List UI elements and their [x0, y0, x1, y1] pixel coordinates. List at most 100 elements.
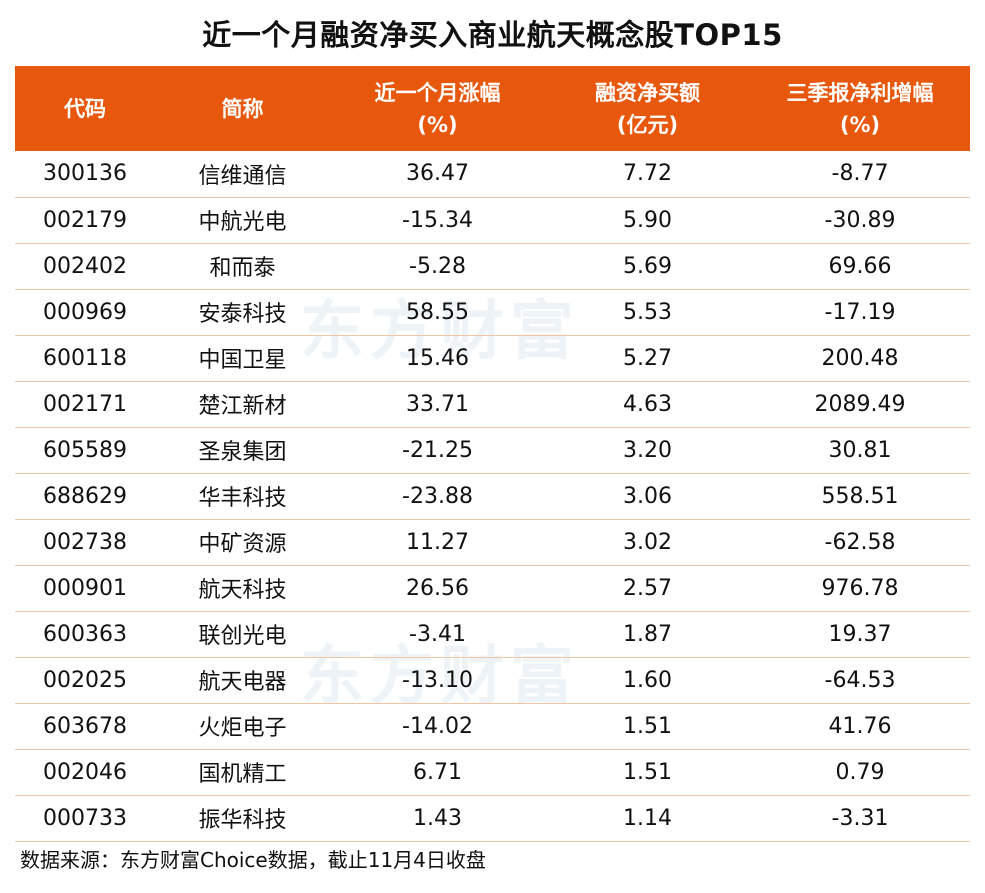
cell-month-change: 33.71 [406, 391, 469, 417]
table-row: 002171 楚江新材 33.71 4.63 2089.49 [15, 381, 970, 427]
cell-month-change: 36.47 [406, 161, 469, 187]
cell-code: 688629 [43, 483, 127, 509]
table-row: 002025 航天电器 -13.10 1.60 -64.53 [15, 657, 970, 703]
cell-month-change: -15.34 [402, 207, 473, 233]
cell-q3-profit-growth: 69.66 [828, 253, 892, 279]
cell-code: 002025 [43, 667, 127, 693]
cell-month-change: 15.46 [406, 345, 469, 371]
cell-month-change: -3.41 [409, 621, 466, 647]
cell-month-change: -13.10 [402, 667, 473, 693]
cell-code: 002738 [43, 529, 127, 555]
cell-name: 楚江新材 [198, 394, 287, 419]
cell-q3-profit-growth: 976.78 [821, 575, 899, 601]
cell-net-buy: 2.57 [623, 575, 672, 601]
cell-name: 航天科技 [198, 578, 287, 603]
cell-name: 中矿资源 [198, 532, 287, 557]
cell-code: 300136 [43, 161, 127, 187]
table-row: 600363 联创光电 -3.41 1.87 19.37 [15, 611, 970, 657]
table-row: 000733 振华科技 1.43 1.14 -3.31 [15, 795, 970, 841]
header-row: 代码 简称 近一个月涨幅 (%) 融资净买额 (亿元) 三季报净利增幅 (%) [15, 66, 970, 151]
cell-q3-profit-growth: -17.19 [824, 299, 896, 325]
cell-q3-profit-growth: 2089.49 [814, 391, 906, 417]
header-code: 代码 [64, 96, 106, 121]
table-row: 000969 安泰科技 58.55 5.53 -17.19 [15, 289, 970, 335]
cell-name: 中航光电 [198, 210, 287, 235]
cell-name: 火炬电子 [198, 716, 287, 741]
cell-name: 和而泰 [209, 256, 276, 281]
cell-q3-profit-growth: -8.77 [831, 161, 889, 187]
cell-q3-profit-growth: 19.37 [828, 621, 892, 647]
cell-name: 中国卫星 [198, 348, 287, 373]
page-title: 近一个月融资净买入商业航天概念股TOP15 [202, 18, 783, 52]
table-row: 605589 圣泉集团 -21.25 3.20 30.81 [15, 427, 970, 473]
cell-code: 002179 [43, 207, 127, 233]
cell-net-buy: 1.87 [623, 621, 672, 647]
cell-name: 安泰科技 [198, 302, 287, 327]
cell-month-change: -21.25 [402, 437, 473, 463]
cell-month-change: 1.43 [413, 805, 462, 831]
header-month-change: 近一个月涨幅 (%) [374, 80, 501, 137]
cell-q3-profit-growth: -64.53 [824, 667, 896, 693]
cell-code: 002402 [43, 253, 127, 279]
cell-q3-profit-growth: -30.89 [824, 207, 896, 233]
cell-code: 002171 [43, 391, 127, 417]
cell-name: 圣泉集团 [198, 440, 287, 465]
table-row: 002179 中航光电 -15.34 5.90 -30.89 [15, 197, 970, 243]
cell-net-buy: 3.06 [623, 483, 672, 509]
table-row: 603678 火炬电子 -14.02 1.51 41.76 [15, 703, 970, 749]
cell-net-buy: 4.63 [623, 391, 672, 417]
table-row: 688629 华丰科技 -23.88 3.06 558.51 [15, 473, 970, 519]
cell-net-buy: 5.27 [623, 345, 672, 371]
cell-net-buy: 5.90 [623, 207, 672, 233]
cell-code: 000901 [43, 575, 127, 601]
cell-name: 信维通信 [198, 163, 287, 189]
cell-q3-profit-growth: -3.31 [831, 805, 889, 831]
cell-month-change: 58.55 [406, 299, 469, 325]
cell-month-change: 11.27 [406, 529, 469, 555]
cell-net-buy: 1.60 [623, 667, 672, 693]
cell-month-change: 6.71 [413, 759, 462, 785]
cell-month-change: 26.56 [406, 575, 469, 601]
cell-net-buy: 5.69 [623, 253, 672, 279]
cell-name: 航天电器 [198, 670, 287, 695]
header-q3-profit-growth: 三季报净利增幅 (%) [786, 80, 934, 137]
cell-month-change: -5.28 [409, 253, 466, 279]
cell-name: 振华科技 [198, 808, 287, 833]
cell-net-buy: 1.14 [623, 805, 672, 831]
table-row: 002738 中矿资源 11.27 3.02 -62.58 [15, 519, 970, 565]
table-header: 代码 简称 近一个月涨幅 (%) 融资净买额 (亿元) 三季报净利增幅 (%) [15, 66, 970, 151]
header-net-buy: 融资净买额 (亿元) [595, 80, 700, 137]
table-row: 002046 国机精工 6.71 1.51 0.79 [15, 749, 970, 795]
cell-q3-profit-growth: -62.58 [824, 529, 896, 555]
cell-month-change: -14.02 [402, 713, 473, 739]
cell-net-buy: 3.20 [623, 437, 672, 463]
cell-net-buy: 1.51 [623, 759, 672, 785]
cell-net-buy: 3.02 [623, 529, 672, 555]
cell-code: 600118 [43, 345, 127, 371]
cell-q3-profit-growth: 30.81 [828, 437, 892, 463]
cell-month-change: -23.88 [402, 483, 473, 509]
cell-name: 联创光电 [198, 624, 287, 649]
cell-net-buy: 1.51 [623, 713, 672, 739]
cell-name: 国机精工 [198, 762, 287, 787]
cell-name: 华丰科技 [198, 486, 287, 511]
cell-code: 000969 [43, 299, 127, 325]
cell-code: 000733 [43, 805, 127, 831]
header-name: 简称 [221, 96, 264, 121]
table-row: 000901 航天科技 26.56 2.57 976.78 [15, 565, 970, 611]
table-row: 002402 和而泰 -5.28 5.69 69.66 [15, 243, 970, 289]
cell-q3-profit-growth: 200.48 [821, 345, 899, 371]
cell-q3-profit-growth: 558.51 [821, 483, 899, 509]
cell-code: 002046 [43, 759, 127, 785]
cell-net-buy: 5.53 [623, 299, 672, 325]
cell-code: 600363 [43, 621, 127, 647]
cell-q3-profit-growth: 41.76 [828, 713, 892, 739]
data-source-note: 数据来源：东方财富Choice数据，截止11月4日收盘 [20, 848, 486, 872]
table-row: 300136 信维通信 36.47 7.72 -8.77 [15, 151, 970, 197]
cell-q3-profit-growth: 0.79 [835, 759, 885, 785]
table-body: 300136 信维通信 36.47 7.72 -8.77 002179 中航光电 -15.34… [15, 151, 970, 841]
stock-table: 代码 简称 近一个月涨幅 (%) 融资净买额 (亿元) 三季报净利增幅 (%) … [15, 66, 970, 842]
cell-code: 605589 [43, 437, 127, 463]
table-row: 600118 中国卫星 15.46 5.27 200.48 [15, 335, 970, 381]
cell-code: 603678 [43, 713, 127, 739]
